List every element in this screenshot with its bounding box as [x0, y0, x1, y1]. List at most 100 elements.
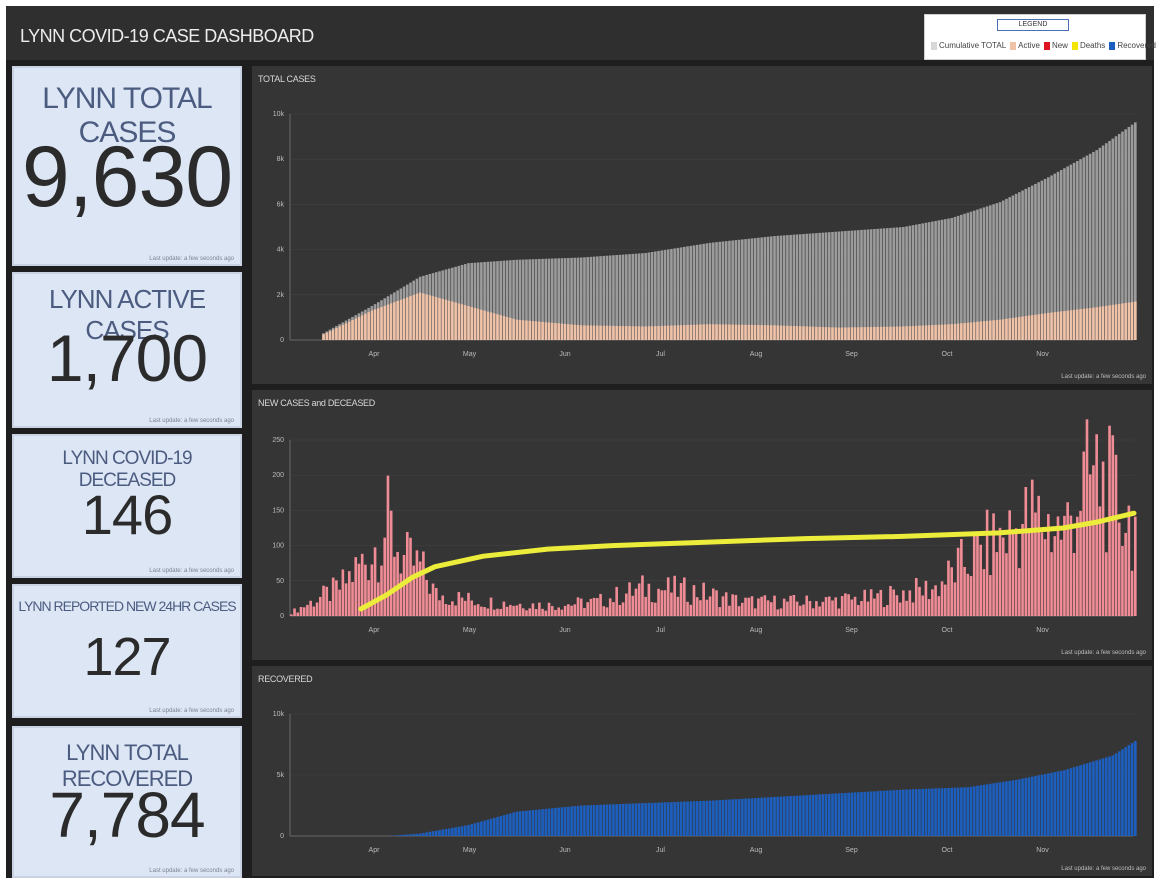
cumulative-total-bar: [557, 258, 560, 340]
cumulative-total-bar: [644, 252, 647, 340]
active-bar: [473, 307, 477, 340]
cumulative-total-bar: [992, 204, 995, 340]
active-series: [322, 292, 1137, 340]
cumulative-total-bar: [860, 229, 863, 340]
new-cases-bar: [889, 585, 892, 616]
new-cases-bar: [1072, 552, 1076, 616]
recovered-bar: [1001, 781, 1005, 836]
new-cases-bar: [505, 606, 509, 616]
cumulative-total-bar: [943, 219, 947, 340]
recovered-bar: [457, 826, 461, 836]
card-label: LYNN COVID-19 DECEASED: [62, 448, 192, 491]
new-cases-bar: [528, 608, 532, 616]
x-tick-label: Aug: [750, 351, 763, 358]
recovered-bar: [863, 791, 867, 836]
recovered-bar: [798, 795, 802, 836]
cumulative-total-bar: [815, 233, 818, 340]
recovered-bar: [837, 793, 841, 836]
total-cases-chart: 0 2k 4k 6k 8k 10k Apr May Jun Jul Aug Sep Oct Nov: [273, 111, 1137, 358]
active-bar: [740, 324, 744, 340]
active-bar: [1098, 306, 1102, 340]
new-cases-bar: [795, 601, 799, 616]
recovered-bar: [924, 788, 928, 836]
recovered-series: [389, 741, 1137, 836]
cumulative-total-bar: [947, 218, 950, 340]
active-bar: [496, 314, 499, 340]
recovered-bar: [538, 809, 541, 836]
cumulative-total-bar: [866, 229, 870, 340]
new-cases-bar: [299, 607, 303, 616]
new-cases-bar: [702, 582, 705, 616]
recovered-bar: [1024, 777, 1028, 836]
active-bar: [322, 334, 325, 340]
cumulative-total-bar: [499, 260, 503, 340]
cumulative-total-bar: [666, 249, 670, 340]
new-cases-bar: [428, 593, 432, 616]
cumulative-total-bar: [853, 230, 857, 340]
active-bar: [792, 325, 796, 340]
active-bar: [386, 304, 390, 340]
new-cases-bar: [1114, 454, 1118, 616]
active-bar: [1111, 304, 1115, 340]
recovered-bar: [773, 796, 776, 836]
new-cases-bar: [811, 608, 815, 616]
new-cases-bar: [740, 602, 744, 616]
active-bar: [428, 295, 432, 340]
cumulative-total-bar: [963, 213, 966, 340]
recovered-bar: [596, 804, 599, 836]
new-cases-bar: [1030, 479, 1034, 616]
new-cases-bar: [1124, 532, 1127, 616]
active-bar: [1063, 310, 1066, 340]
new-cases-bar: [306, 604, 309, 616]
recovered-bar: [1079, 765, 1082, 836]
cumulative-total-bar: [654, 251, 657, 340]
recovered-bar: [853, 792, 857, 836]
new-cases-bar: [976, 532, 979, 616]
cumulative-total-bar: [892, 227, 896, 340]
new-cases-bar: [821, 601, 825, 616]
recovered-bar: [1027, 777, 1031, 836]
active-bar: [376, 308, 380, 340]
recovered-bar: [483, 820, 486, 836]
new-cases-bar: [393, 556, 396, 616]
new-cases-bar: [760, 596, 763, 616]
new-cases-bar: [1037, 495, 1040, 616]
active-bar: [708, 324, 712, 340]
active-bar: [1018, 316, 1021, 340]
active-bar: [554, 323, 557, 340]
recovered-bar: [834, 793, 838, 836]
active-bar: [1021, 316, 1024, 340]
legend: LEGEND Cumulative TOTAL Active New Death…: [924, 14, 1156, 60]
new-cases-bar: [425, 579, 428, 616]
legend-swatch-recovered: [1109, 41, 1116, 50]
cumulative-total-bar: [1079, 159, 1082, 340]
new-cases-bar: [863, 589, 867, 616]
active-bar: [1079, 309, 1082, 340]
recovered-bar: [1037, 775, 1040, 836]
new-cases-bar: [1011, 532, 1015, 616]
recovered-bar: [573, 806, 577, 836]
new-cases-bar: [715, 590, 718, 616]
x-tick-label: Sep: [845, 351, 858, 358]
active-bar: [467, 306, 470, 340]
active-bar: [657, 325, 660, 340]
active-bar: [328, 331, 332, 340]
new-cases-bar: [802, 604, 805, 616]
recovered-bar: [757, 797, 760, 836]
recovered-bar: [650, 802, 654, 836]
active-bar: [702, 324, 705, 340]
cumulative-total-bar: [625, 254, 628, 340]
cumulative-total-bar: [505, 260, 509, 340]
new-cases-bar: [998, 527, 1002, 616]
new-cases-bar: [670, 592, 673, 616]
new-cases-bar: [927, 599, 931, 616]
cumulative-total-bar: [515, 259, 519, 340]
new-cases-bar: [525, 610, 528, 616]
active-bar: [1101, 306, 1105, 340]
recovered-bar: [882, 790, 886, 836]
cumulative-total-bar: [476, 262, 480, 340]
active-bar: [518, 319, 522, 340]
recovered-bar: [1134, 741, 1137, 836]
new-cases-bar: [1111, 435, 1115, 616]
cumulative-total-bar: [1021, 190, 1024, 340]
